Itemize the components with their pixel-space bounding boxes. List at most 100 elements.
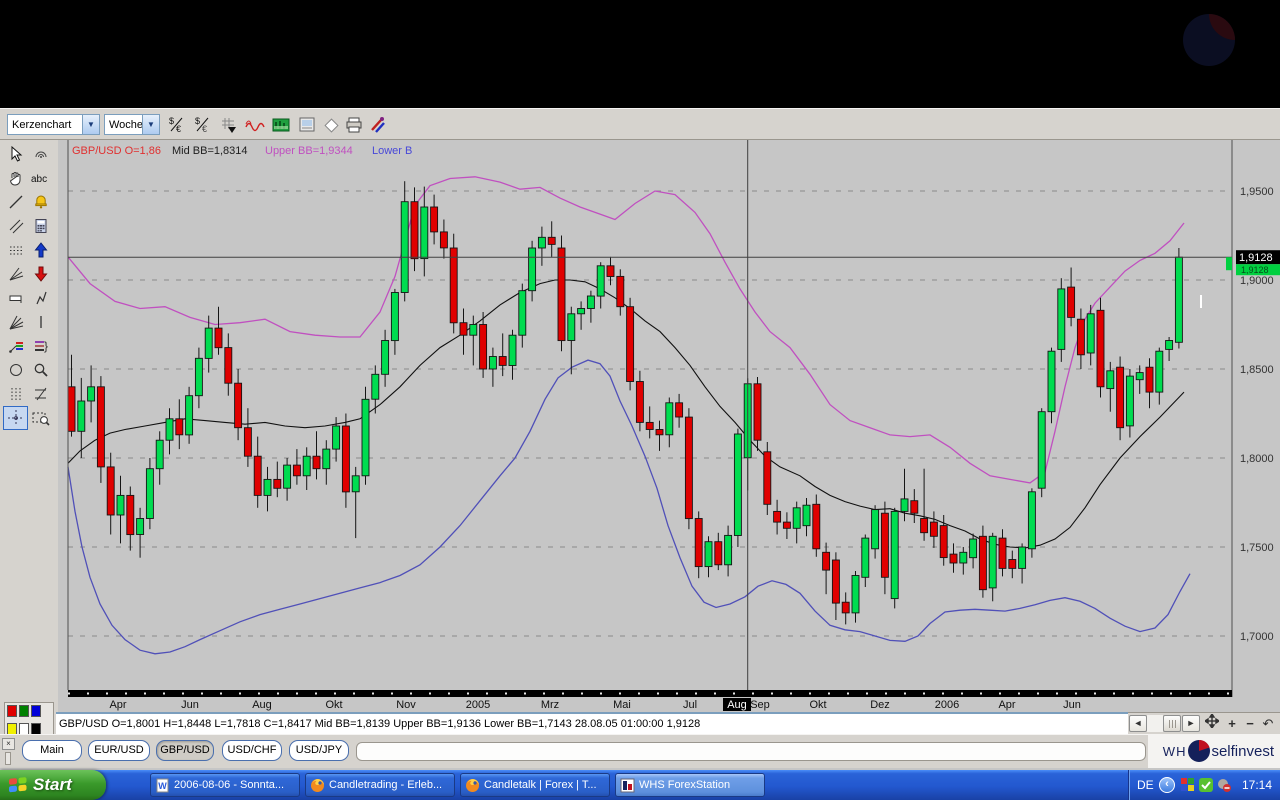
vertical-line-tool[interactable] [28,310,53,334]
candle [498,356,507,366]
crosshair-price-box [1236,250,1280,265]
pan-move-icon[interactable] [1203,712,1221,733]
candle [469,324,478,336]
blocked-app-tray-icon[interactable] [1217,778,1231,792]
candle [802,504,811,527]
x-axis-label: 2005 [466,699,490,711]
candle [1096,309,1105,388]
x-axis-label: Okt [325,699,342,711]
snapshot-icon[interactable] [295,113,319,136]
panel-grip[interactable] [5,752,11,765]
taskbar-button-2006-08-06-sonnta-[interactable]: W 2006-08-06 - Sonnta... [150,773,300,797]
candle [371,373,380,400]
tab-gbpusd[interactable]: GBP/USD [156,740,214,761]
candle [361,398,370,477]
zigzag-tool[interactable] [28,286,53,310]
x-axis-label: Nov [396,699,416,711]
candle [1116,366,1125,429]
candle [616,275,625,308]
tray-chevron-icon[interactable]: ‹ [1159,777,1175,793]
text-abc-tool[interactable]: abc [28,166,53,190]
chart-toolbar: Kerzenchart ▼ Woche ▼ $ € $ € [0,108,1280,140]
candle [753,383,762,441]
bollinger-band [67,359,1191,655]
price-euro-alt-icon[interactable]: $ € [191,113,215,136]
calculator-tool[interactable] [28,214,53,238]
indicator-wave-icon[interactable] [243,113,267,136]
alert-bell-tool[interactable] [28,190,53,214]
eraser-diamond-icon[interactable] [319,113,343,136]
zoom-minus-icon[interactable]: − [1246,716,1254,731]
price-euro-icon[interactable]: $ € [165,113,189,136]
candle [273,478,282,489]
multi-line-group-tool[interactable]: } [28,334,53,358]
taskbar-button-candletrading-erleb-[interactable]: Candletrading - Erleb... [305,773,455,797]
print-icon[interactable] [342,113,366,136]
candle [292,464,301,477]
undo-icon[interactable]: ↶ [1262,716,1274,731]
whs-app-icon [620,778,635,793]
zoom-in-tool[interactable] [28,358,53,382]
parallel-lines-tool[interactable] [3,214,28,238]
candle [449,247,458,324]
pan-hand-tool[interactable] [3,166,28,190]
zoom-window-tool[interactable] [28,406,53,430]
chart-grid-tray-icon[interactable] [1181,778,1195,792]
candle [185,395,194,436]
color-swatch[interactable] [31,705,41,717]
rectangle-tool[interactable] [3,286,28,310]
scroll-left-button[interactable]: ◄ [1129,715,1147,732]
arrow-down-tool[interactable] [28,262,53,286]
legend-symbol: GBP/USD O=1,86 [72,145,161,157]
scroll-right-button[interactable]: ► [1182,715,1200,732]
dotted-levels-tool[interactable] [3,238,28,262]
candle [1174,256,1183,343]
candles-layer[interactable] [67,181,1183,625]
rgb-pointer-tool[interactable] [3,334,28,358]
close-icon[interactable]: × [2,738,15,750]
candle [665,402,674,436]
brush-icon[interactable] [366,113,390,136]
pointer-tool[interactable] [3,142,28,166]
scrollbar-thumb[interactable] [1163,715,1181,732]
color-swatch[interactable] [7,705,17,717]
taskbar-button-whs-forexstation[interactable]: WHS ForexStation [615,773,765,797]
crosshair-tool[interactable] [3,406,28,430]
dotted-grid-tool[interactable] [3,382,28,406]
candle [508,334,517,366]
grid-settings-icon[interactable] [217,113,241,136]
candle [332,425,341,450]
zoom-plus-icon[interactable]: + [1228,716,1236,731]
gann-fan-tool[interactable] [3,310,28,334]
chevron-down-icon[interactable]: ▼ [82,115,99,134]
tab-main[interactable]: Main [22,740,82,761]
chart-template-icon[interactable] [269,113,293,136]
chart-type-select[interactable]: Kerzenchart ▼ [7,114,100,135]
tab-eurusd[interactable]: EUR/USD [88,740,150,761]
candle [841,601,850,614]
price-chart[interactable]: 1,9500 1,9000 1,8500 1,8000 1,7500 1,7000 Apr J… [60,140,1280,712]
arrow-up-tool[interactable] [28,238,53,262]
language-indicator[interactable]: DE [1137,778,1154,792]
taskbar-button-candletalk-forex-t-[interactable]: Candletalk | Forex | T... [460,773,610,797]
scrollbar-track[interactable] [1147,715,1163,732]
color-swatch[interactable] [19,705,29,717]
wh-selfinvest-faint-logo [1183,14,1235,66]
candle [704,541,713,568]
trendline-tool[interactable] [3,190,28,214]
legend-lower-bb: Lower B [372,145,412,157]
candle [547,236,556,245]
tab-usdchf[interactable]: USD/CHF [222,740,282,761]
svg-text:}: } [44,339,48,353]
antivirus-check-tray-icon[interactable] [1199,778,1213,792]
fan-lines-tool[interactable] [3,262,28,286]
chevron-down-icon[interactable]: ▼ [142,115,159,134]
tab-usdjpy[interactable]: USD/JPY [289,740,349,761]
timeframe-select[interactable]: Woche ▼ [104,114,160,135]
retracement-tool[interactable] [28,382,53,406]
signal-arc-tool[interactable] [28,142,53,166]
candle [567,313,576,341]
start-button[interactable]: Start [0,770,106,800]
candle [479,324,488,370]
ellipse-tool[interactable] [3,358,28,382]
